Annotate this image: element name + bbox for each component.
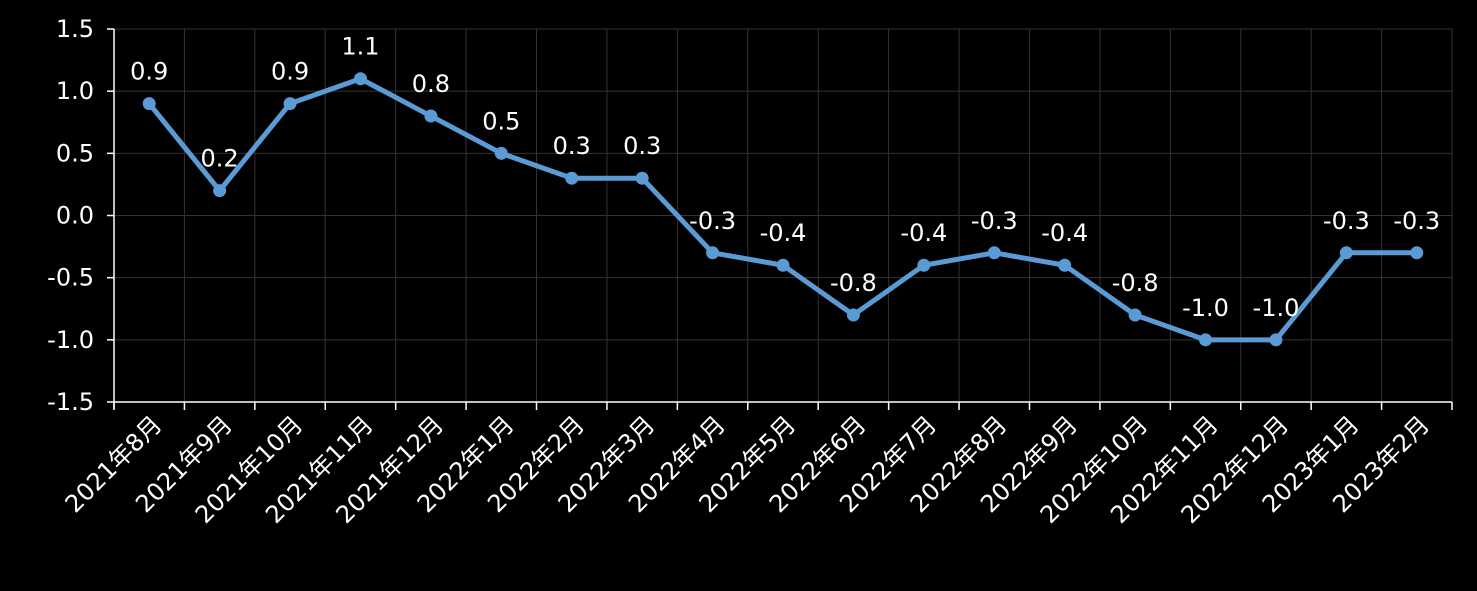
data-point	[1058, 258, 1072, 272]
data-label: -0.4	[1041, 219, 1088, 247]
y-tick-label: -0.5	[47, 264, 94, 292]
data-point	[635, 171, 649, 185]
data-label: 0.5	[482, 107, 520, 135]
data-labels: 0.9 0.2 0.9 1.1 0.8 0.5 0.3 0.3 -0.3 -0.4 -0.8 -0.4…	[130, 33, 1440, 322]
y-tick-label: -1.5	[47, 388, 94, 416]
data-label: -0.3	[971, 207, 1018, 235]
data-label: -0.8	[830, 269, 877, 297]
data-label: 0.3	[623, 132, 661, 160]
data-point	[776, 258, 790, 272]
data-label: -0.3	[1323, 207, 1370, 235]
data-point	[987, 246, 1001, 260]
data-point	[1269, 333, 1283, 347]
data-label: -0.4	[900, 219, 947, 247]
data-label: 0.8	[412, 70, 450, 98]
data-label: -0.3	[1393, 207, 1440, 235]
y-tick-label: -1.0	[47, 326, 94, 354]
data-point	[494, 146, 508, 160]
data-point	[706, 246, 720, 260]
data-label: 0.2	[201, 145, 239, 173]
y-tick-label: 1.0	[56, 77, 94, 105]
data-label: -0.3	[689, 207, 736, 235]
data-label: -1.0	[1182, 294, 1229, 322]
y-tick-label: 0.0	[56, 202, 94, 230]
data-label: 0.9	[130, 58, 168, 86]
axes	[107, 28, 1453, 410]
data-label: 0.3	[553, 132, 591, 160]
data-point	[142, 97, 156, 111]
data-point	[424, 109, 438, 123]
data-label: 0.9	[271, 58, 309, 86]
data-point	[283, 97, 297, 111]
data-label: -0.4	[760, 219, 807, 247]
data-point	[1410, 246, 1424, 260]
y-tick-label: 0.5	[56, 139, 94, 167]
y-tick-labels: 1.5 1.0 0.5 0.0 -0.5 -1.0 -1.5	[47, 15, 94, 416]
data-point	[353, 72, 367, 86]
data-label: 1.1	[341, 33, 379, 61]
data-point	[917, 258, 931, 272]
data-label: -1.0	[1253, 294, 1300, 322]
data-label: -0.8	[1112, 269, 1159, 297]
data-point	[213, 184, 227, 198]
data-point	[1339, 246, 1353, 260]
data-point	[565, 171, 579, 185]
series-line	[142, 72, 1424, 347]
data-point	[1128, 308, 1142, 322]
data-point	[1199, 333, 1213, 347]
y-tick-label: 1.5	[56, 15, 94, 43]
data-point	[846, 308, 860, 322]
